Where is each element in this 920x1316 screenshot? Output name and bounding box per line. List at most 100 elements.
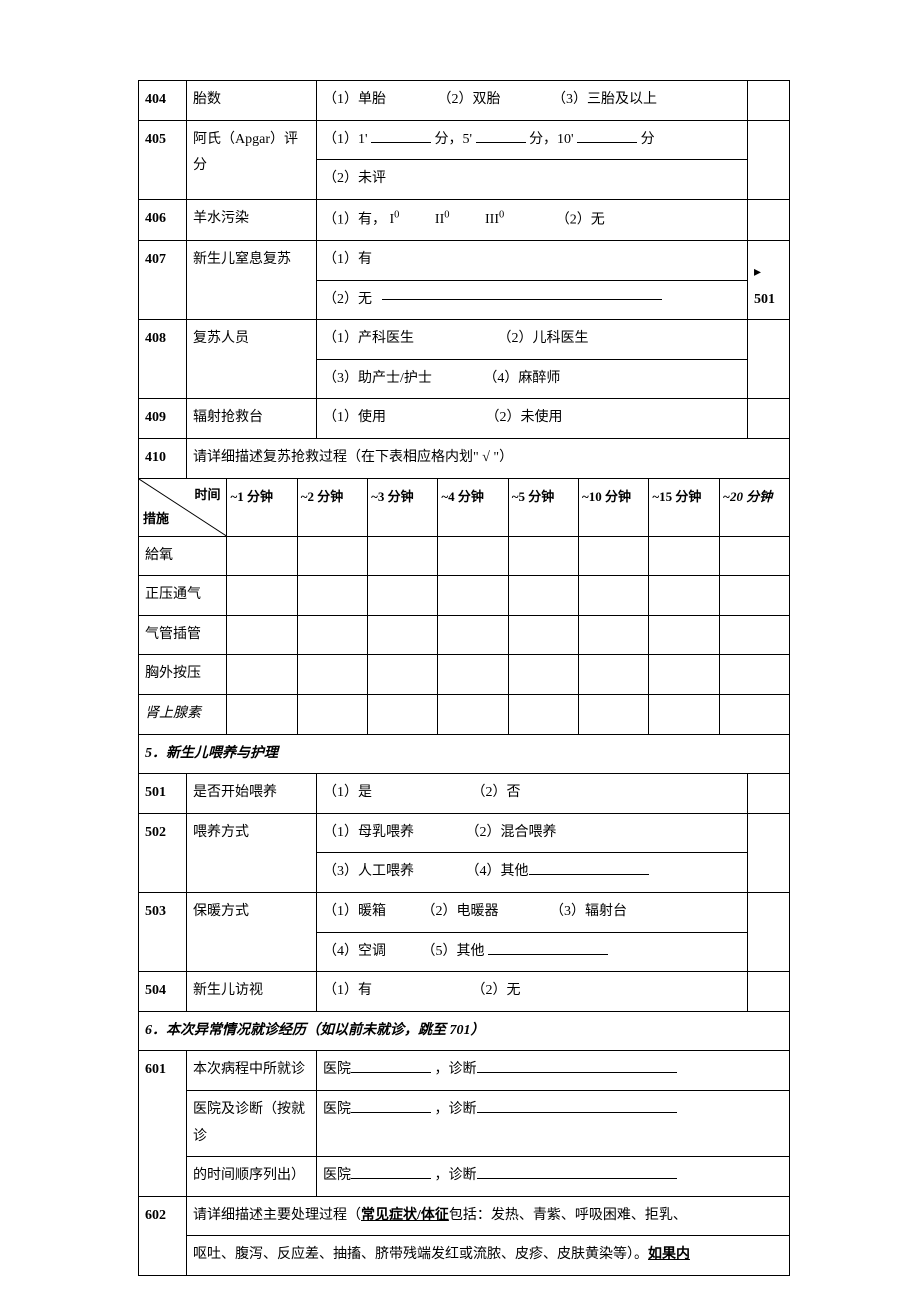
time-cell-1-4[interactable]: [508, 576, 578, 616]
blank-601-h3[interactable]: [351, 1165, 431, 1179]
deg-406-3: III0: [485, 212, 504, 227]
blank-405-1[interactable]: [371, 129, 431, 143]
label-502: 喂养方式: [187, 813, 317, 892]
time-cell-2-0[interactable]: [227, 615, 297, 655]
opt-502-4: （4）其他: [466, 864, 529, 879]
time-cell-4-3[interactable]: [438, 694, 508, 734]
time-cell-2-4[interactable]: [508, 615, 578, 655]
time-cell-2-5[interactable]: [579, 615, 649, 655]
blank-601-d2[interactable]: [477, 1099, 677, 1113]
content-501[interactable]: （1）是 （2）否: [317, 774, 748, 814]
time-cell-3-5[interactable]: [579, 655, 649, 695]
content-601b[interactable]: 医院 ，诊断: [317, 1090, 790, 1156]
time-cell-2-6[interactable]: [649, 615, 719, 655]
time-cell-0-2[interactable]: [368, 536, 438, 576]
content-407a[interactable]: （1）有: [317, 241, 748, 281]
time-cell-2-2[interactable]: [368, 615, 438, 655]
content-504[interactable]: （1）有 （2）无: [317, 972, 748, 1012]
time-cell-1-3[interactable]: [438, 576, 508, 616]
time-cell-2-7[interactable]: [719, 615, 789, 655]
time-cell-1-1[interactable]: [297, 576, 367, 616]
content-503a[interactable]: （1）暖箱 （2）电暖器 （3）辐射台: [317, 892, 748, 932]
time-cell-3-6[interactable]: [649, 655, 719, 695]
time-cell-3-2[interactable]: [368, 655, 438, 695]
opt-404-2: （2）双胎: [438, 92, 501, 107]
blank-601-h1[interactable]: [351, 1059, 431, 1073]
opt-409-1: （1）使用: [323, 410, 386, 425]
jump-407: ▸ 501: [748, 241, 790, 320]
label-409: 辐射抢救台: [187, 399, 317, 439]
content-405b[interactable]: （2）未评: [317, 160, 748, 200]
time-cell-4-1[interactable]: [297, 694, 367, 734]
content-407b[interactable]: （2）无: [317, 280, 748, 320]
time-cell-4-6[interactable]: [649, 694, 719, 734]
row-503a: 503 保暖方式 （1）暖箱 （2）电暖器 （3）辐射台: [139, 892, 790, 932]
time-cell-3-0[interactable]: [227, 655, 297, 695]
content-409[interactable]: （1）使用 （2）未使用: [317, 399, 748, 439]
content-502b[interactable]: （3）人工喂养 （4）其他: [317, 853, 748, 893]
code-407: 407: [139, 241, 187, 320]
label-601b: 医院及诊断（按就诊: [187, 1090, 317, 1156]
blank-503[interactable]: [488, 941, 608, 955]
label-503: 保暖方式: [187, 892, 317, 971]
jump-501: [747, 774, 789, 814]
time-cell-1-2[interactable]: [368, 576, 438, 616]
label-406: 羊水污染: [187, 199, 317, 240]
blank-502[interactable]: [529, 861, 649, 875]
content-406[interactable]: （1）有， I0 II0 III0 （2）无: [317, 199, 748, 240]
time-cell-3-3[interactable]: [438, 655, 508, 695]
time-col-1: ~2 分钟: [297, 478, 367, 536]
hosp-label-2: 医院: [323, 1102, 351, 1117]
hosp-label-3: 医院: [323, 1168, 351, 1183]
content-601c[interactable]: 医院 ，诊断: [317, 1157, 790, 1197]
time-cell-2-3[interactable]: [438, 615, 508, 655]
time-col-3: ~4 分钟: [438, 478, 508, 536]
time-cell-3-1[interactable]: [297, 655, 367, 695]
content-404[interactable]: （1）单胎 （2）双胎 （3）三胎及以上: [317, 81, 748, 121]
content-503b[interactable]: （4）空调 （5）其他: [317, 932, 748, 972]
content-502a[interactable]: （1）母乳喂养 （2）混合喂养: [317, 813, 748, 853]
opt-404-1: （1）单胎: [323, 92, 386, 107]
time-cell-0-5[interactable]: [579, 536, 649, 576]
code-601: 601: [139, 1051, 187, 1196]
section-5-title: 5．新生儿喂养与护理: [139, 734, 790, 774]
time-row-0: 給氧: [139, 536, 790, 576]
time-cell-0-6[interactable]: [649, 536, 719, 576]
diag-label-1: ，诊断: [435, 1062, 477, 1077]
time-cell-4-4[interactable]: [508, 694, 578, 734]
time-cell-0-0[interactable]: [227, 536, 297, 576]
code-409: 409: [139, 399, 187, 439]
blank-405-2[interactable]: [476, 129, 526, 143]
content-408b[interactable]: （3）助产士/护士 （4）麻醉师: [317, 359, 748, 399]
time-cell-4-0[interactable]: [227, 694, 297, 734]
time-cell-0-1[interactable]: [297, 536, 367, 576]
diag-label-2: ，诊断: [435, 1102, 477, 1117]
content-601a[interactable]: 医院 ，诊断: [317, 1051, 790, 1091]
content-408a[interactable]: （1）产科医生 （2）儿科医生: [317, 320, 748, 360]
time-cell-3-7[interactable]: [719, 655, 789, 695]
time-cell-4-2[interactable]: [368, 694, 438, 734]
time-cell-1-5[interactable]: [579, 576, 649, 616]
blank-405-3[interactable]: [577, 129, 637, 143]
time-cell-1-6[interactable]: [649, 576, 719, 616]
blank-601-d1[interactable]: [477, 1059, 677, 1073]
time-cell-3-4[interactable]: [508, 655, 578, 695]
time-cell-2-1[interactable]: [297, 615, 367, 655]
code-404: 404: [139, 81, 187, 121]
blank-601-d3[interactable]: [477, 1165, 677, 1179]
time-cell-0-4[interactable]: [508, 536, 578, 576]
content-405a[interactable]: （1）1' 分，5' 分，10' 分: [317, 120, 748, 160]
time-cell-4-5[interactable]: [579, 694, 649, 734]
blank-601-h2[interactable]: [351, 1099, 431, 1113]
diag-label-3: ，诊断: [435, 1168, 477, 1183]
time-cell-0-3[interactable]: [438, 536, 508, 576]
row-404: 404 胎数 （1）单胎 （2）双胎 （3）三胎及以上: [139, 81, 790, 121]
time-cell-4-7[interactable]: [719, 694, 789, 734]
opt-408-2: （2）儿科医生: [498, 331, 589, 346]
code-410: 410: [139, 439, 187, 479]
code-503: 503: [139, 892, 187, 971]
time-cell-0-7[interactable]: [719, 536, 789, 576]
time-cell-1-0[interactable]: [227, 576, 297, 616]
opt-503-5: （5）其他: [422, 944, 485, 959]
time-cell-1-7[interactable]: [719, 576, 789, 616]
